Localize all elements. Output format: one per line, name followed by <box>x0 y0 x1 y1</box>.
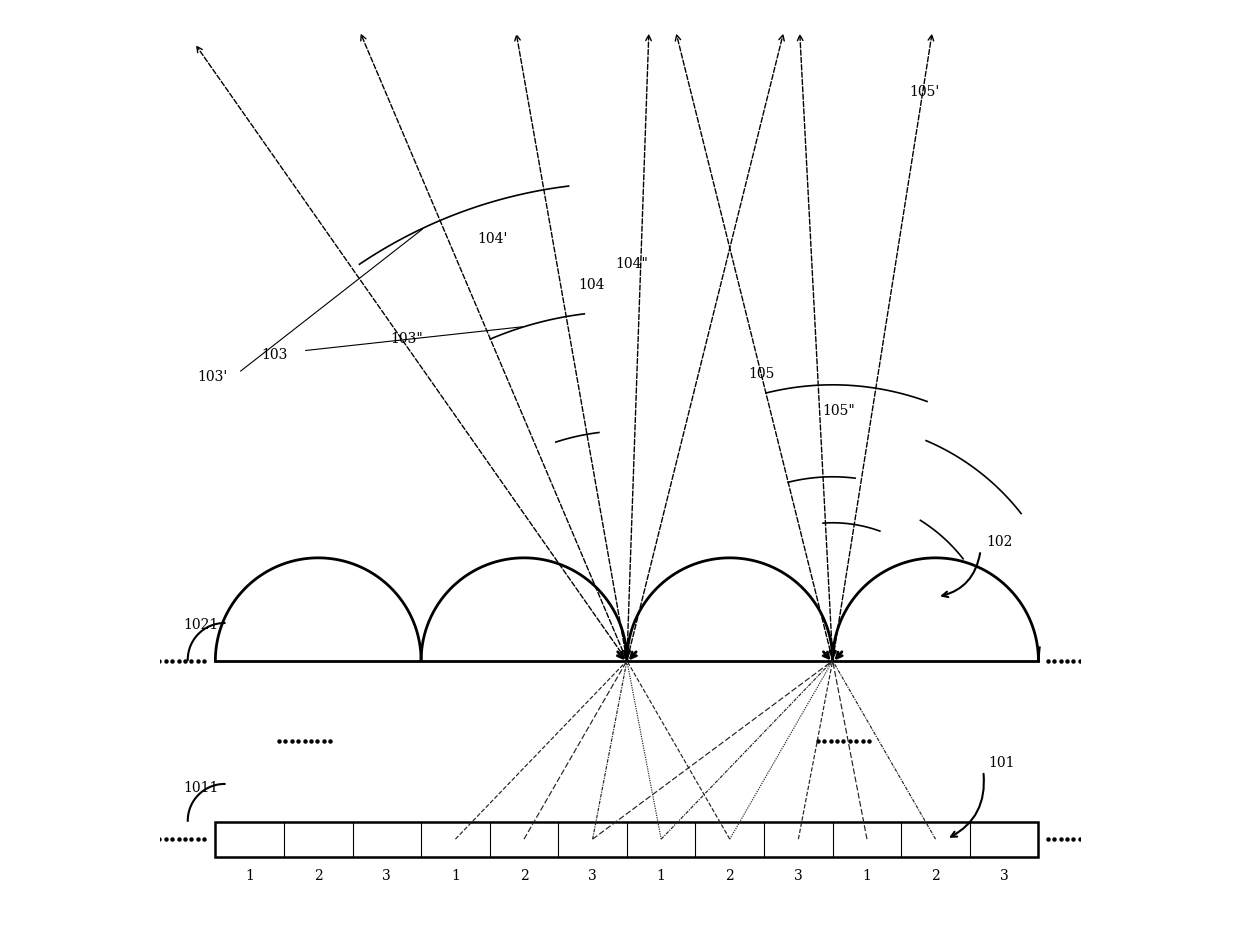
Text: 103": 103" <box>391 332 423 346</box>
Bar <box>216 821 1038 857</box>
Text: 2: 2 <box>314 868 322 882</box>
Text: 3: 3 <box>999 868 1008 882</box>
Text: 105: 105 <box>749 366 775 380</box>
Text: 105': 105' <box>910 84 940 98</box>
Text: 105": 105" <box>822 403 856 417</box>
Text: 104': 104' <box>477 232 508 246</box>
Text: 101: 101 <box>988 756 1014 769</box>
Text: 2: 2 <box>725 868 734 882</box>
Text: 1021: 1021 <box>184 617 218 631</box>
Text: 104": 104" <box>615 256 649 271</box>
Text: 2: 2 <box>520 868 528 882</box>
Text: 1: 1 <box>246 868 254 882</box>
Text: 102: 102 <box>986 535 1012 549</box>
Text: 2: 2 <box>931 868 940 882</box>
Text: 104: 104 <box>579 277 605 291</box>
Text: 1: 1 <box>657 868 666 882</box>
Text: 3: 3 <box>588 868 596 882</box>
Text: 1011: 1011 <box>184 780 218 794</box>
Text: 103': 103' <box>197 369 227 383</box>
Text: 3: 3 <box>382 868 391 882</box>
Text: 1: 1 <box>451 868 460 882</box>
Text: 1: 1 <box>863 868 872 882</box>
Text: 103: 103 <box>262 349 288 362</box>
Text: 3: 3 <box>794 868 802 882</box>
